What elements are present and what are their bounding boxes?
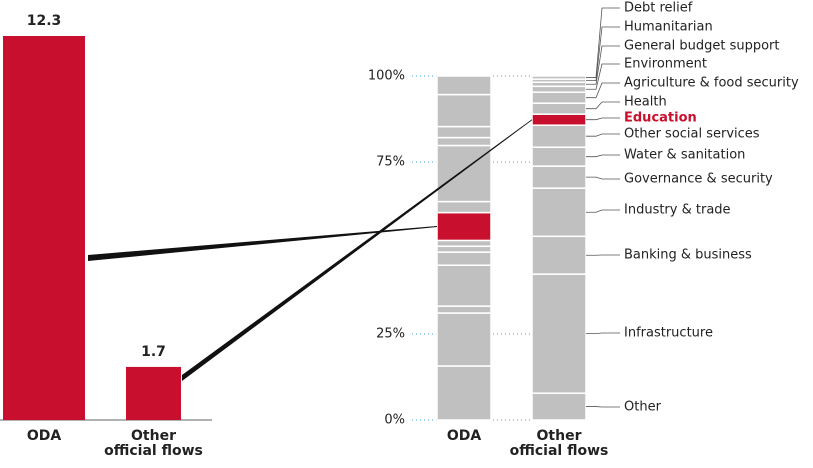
- bar-segment: [531, 165, 587, 189]
- y-tick-label: 25%: [376, 327, 405, 342]
- leader-line: [586, 26, 620, 82]
- bar-segment: [436, 136, 492, 147]
- value-label: 1.7: [141, 344, 166, 360]
- bar: [3, 36, 85, 420]
- legend-label: Agriculture & food security: [624, 76, 799, 91]
- bar-segment: [531, 187, 587, 238]
- y-tick-label: 75%: [376, 155, 405, 170]
- leader-line: [586, 63, 620, 90]
- leader-line: [586, 133, 620, 137]
- legend-label: Industry & trade: [624, 203, 731, 218]
- legend-label: Environment: [624, 57, 707, 72]
- x-tick-label: ODA: [446, 428, 482, 444]
- leader-line: [586, 209, 620, 213]
- leader-line: [586, 154, 620, 158]
- y-tick-label: 0%: [384, 413, 405, 428]
- bar-segment: [531, 273, 587, 394]
- legend-label: Education: [624, 111, 697, 126]
- bar-segment: [436, 75, 492, 96]
- legend-label: Governance & security: [624, 172, 773, 187]
- leader-line: [586, 117, 620, 121]
- bar-segment: [531, 85, 587, 93]
- bar-segment: [436, 245, 492, 253]
- leader-line: [586, 101, 620, 110]
- leader-line: [586, 45, 620, 85]
- bar-segment: [531, 102, 587, 115]
- bar-segment: [436, 125, 492, 139]
- bar-segment: [436, 211, 492, 242]
- leader-line: [586, 82, 620, 99]
- legend-label: Water & sanitation: [624, 148, 745, 163]
- bar-segment: [436, 200, 492, 214]
- legend-label: Other social services: [624, 127, 760, 142]
- bar-segment: [436, 144, 492, 203]
- legend-label: Other: [624, 400, 662, 415]
- bar-segment: [436, 239, 492, 248]
- bar-segment: [436, 365, 492, 421]
- bar-segment: [436, 251, 492, 266]
- legend-label: Infrastructure: [624, 326, 713, 341]
- legend-label: Humanitarian: [624, 20, 713, 35]
- leader-line: [586, 332, 620, 335]
- legend-label: Banking & business: [624, 248, 752, 263]
- bar-segment: [531, 75, 587, 80]
- leader-line: [586, 7, 620, 78]
- bar-segment: [531, 235, 587, 275]
- bar-segment: [531, 113, 587, 126]
- bar-segment: [436, 305, 492, 314]
- bar-segment: [531, 91, 587, 104]
- value-label: 12.3: [27, 13, 62, 29]
- bar-segment: [531, 124, 587, 148]
- bar-segment: [531, 392, 587, 421]
- bar-segment: [436, 264, 492, 307]
- x-tick-label: Other official flows: [509, 428, 609, 459]
- legend-label: General budget support: [624, 39, 780, 54]
- bar-segment: [436, 93, 492, 128]
- legend-label: Health: [624, 95, 667, 110]
- bar: [126, 366, 181, 420]
- y-tick-label: 100%: [368, 69, 405, 84]
- leader-line: [586, 176, 620, 180]
- x-tick-label: Other official flows: [104, 428, 203, 459]
- x-tick-label: ODA: [26, 428, 62, 444]
- bar-segment: [531, 146, 587, 167]
- bar-segment: [436, 312, 492, 367]
- connector: [182, 119, 532, 382]
- legend-label: Debt relief: [624, 1, 693, 16]
- connector: [88, 226, 437, 261]
